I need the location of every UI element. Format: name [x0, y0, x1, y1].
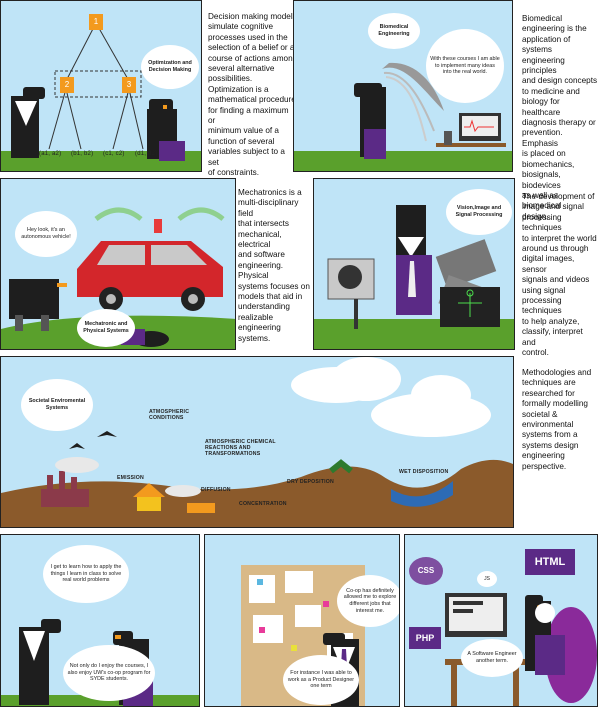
label-wet-disposition: WET DISPOSITION [399, 469, 449, 475]
tree-node-1: 1 [89, 14, 103, 30]
bubble-text: Not only do I enjoy the courses, I also … [67, 663, 151, 683]
text-environmental: Methodologies and techniques are researc… [522, 368, 592, 471]
software-desk-illustration [445, 593, 597, 706]
label-diffusion: DIFFUSION [201, 487, 231, 493]
tree-node-3: 3 [122, 77, 136, 93]
autonomous-vehicle-illustration [1, 207, 235, 349]
speech-bubble-mechatronics: Mechatronic and Physical Systems [77, 309, 135, 347]
speech-bubble-biomedical-title: Biomedical Engineering [368, 13, 420, 49]
badge-css: CSS [409, 557, 443, 585]
label-emission: EMISSION [117, 475, 144, 481]
tree-leaf-a: (a1, a2) [39, 151, 62, 157]
panel-optimization: 1 2 3 (a1, a2) (b1, b2) (c1, c2) (d1, d2… [0, 0, 202, 172]
text-optimization: Decision making models simulate cognitiv… [208, 12, 298, 178]
panel-mechatronics: Hey look, it's an autonomous vehicle! Me… [0, 178, 236, 350]
bubble-text: Mechatronic and Physical Systems [83, 321, 129, 334]
vision-robot-illustration [314, 205, 514, 349]
badge-html: HTML [525, 549, 575, 575]
bubble-text: Societal Enviromental Systems [28, 398, 86, 411]
panel-environmental: Societal Enviromental Systems ATMOSPHERI… [0, 356, 514, 528]
tree-leaf-d: (d1, d2) [135, 151, 158, 157]
label-atmospheric-conditions: ATMOSPHERIC CONDITIONS [149, 409, 190, 421]
bubble-text: Biomedical Engineering [378, 24, 410, 37]
speech-bubble-learn: I get to learn how to apply the things I… [43, 545, 129, 603]
bubble-text: Hey look, it's an autonomous vehicle! [21, 227, 71, 240]
label-concentration: CONCENTRATION [239, 501, 287, 507]
tree-node-2: 2 [60, 77, 74, 93]
speech-bubble-biomedical: With these courses I am able to implemen… [426, 29, 504, 103]
tree-leaf-c: (c1, c2) [103, 151, 125, 157]
cloud [331, 357, 401, 401]
decision-tree-illustration [1, 22, 201, 171]
text-vision: The development of image and signal proc… [522, 192, 597, 358]
badge-js: JS [477, 571, 497, 587]
speech-bubble-vision: Vision,Image and Signal Processing [446, 189, 512, 235]
biomedical-illustration [294, 62, 512, 171]
panel-coop-geese: I get to learn how to apply the things I… [0, 534, 200, 707]
bubble-text: Vision,Image and Signal Processing [455, 205, 503, 218]
speech-bubble-product-designer: For instance I was able to work as a Pro… [283, 655, 359, 705]
bubble-text: Optimization and Decision Making [148, 60, 192, 73]
badge-php: PHP [409, 627, 441, 649]
speech-bubble-coop: Not only do I enjoy the courses, I also … [63, 645, 155, 701]
smoke-cloud [55, 457, 99, 473]
bubble-text: With these courses I am able to implemen… [430, 56, 500, 76]
text-mechatronics: Mechatronics is a multi-disciplinary fie… [238, 188, 310, 343]
panel-vision: Vision,Image and Signal Processing [313, 178, 515, 350]
speech-bubble-autonomous: Hey look, it's an autonomous vehicle! [15, 211, 77, 257]
tree-leaf-b: (b1, b2) [71, 151, 94, 157]
label-chemical-reactions: ATMOSPHERIC CHEMICAL REACTIONS AND TRANS… [205, 439, 276, 457]
panel-product-designer: Co-op has definitely allowed me to explo… [204, 534, 400, 707]
panel-software-engineer: CSS JS HTML PHP A Software Engineer anot… [404, 534, 598, 707]
speech-bubble-optimization: Optimization and Decision Making [141, 45, 199, 89]
smoke-cloud [165, 485, 201, 497]
speech-bubble-explore: Co-op has definitely allowed me to explo… [337, 575, 399, 627]
speech-dot [535, 603, 555, 623]
bubble-text: I get to learn how to apply the things I… [50, 564, 122, 584]
speech-bubble-software-engineer: A Software Engineer another term. [461, 639, 523, 677]
panel-biomedical: Biomedical Engineering With these course… [293, 0, 513, 172]
bubble-text: A Software Engineer another term. [467, 651, 517, 664]
label-dry-deposition: DRY DEPOSITION [287, 479, 334, 485]
text-biomedical: Biomedical engineering is the applicatio… [522, 14, 598, 221]
cloud [411, 375, 471, 415]
bubble-text: For instance I was able to work as a Pro… [287, 670, 355, 690]
environment-illustration [1, 431, 513, 527]
speech-bubble-environmental: Societal Enviromental Systems [21, 379, 93, 431]
bubble-text: Co-op has definitely allowed me to explo… [343, 587, 397, 614]
